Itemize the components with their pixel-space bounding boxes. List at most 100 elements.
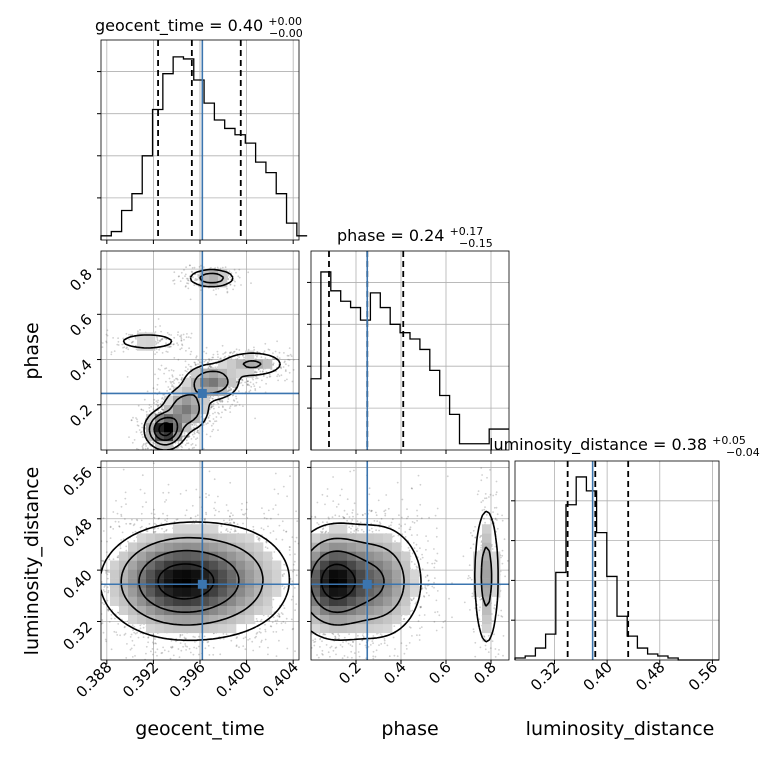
sample-point — [257, 368, 260, 371]
sample-point — [256, 355, 258, 358]
sample-point — [212, 412, 214, 415]
sample-point — [270, 368, 273, 371]
sample-point — [255, 381, 258, 384]
density-cell — [191, 404, 201, 415]
sample-point — [230, 388, 232, 391]
sample-point — [223, 408, 226, 411]
sample-point — [171, 375, 174, 378]
sample-point — [113, 350, 116, 352]
sample-point — [278, 357, 281, 359]
sample-point — [258, 538, 260, 540]
density-cell — [182, 395, 192, 405]
sample-point — [214, 501, 216, 504]
sample-point — [287, 354, 290, 357]
sample-point — [235, 645, 238, 648]
sample-point — [184, 645, 187, 647]
sample-point — [236, 401, 239, 403]
density-cell — [146, 341, 156, 351]
sample-point — [158, 665, 160, 667]
sample-point — [259, 538, 261, 540]
sample-point — [273, 488, 276, 491]
sample-point — [301, 369, 303, 371]
sample-point — [195, 488, 198, 491]
sample-point — [171, 381, 174, 383]
sample-point — [202, 266, 205, 268]
sample-point — [209, 365, 212, 368]
sample-point — [157, 341, 160, 344]
sample-point — [242, 645, 245, 647]
sample-point — [124, 625, 126, 628]
sample-point — [161, 651, 164, 654]
sample-point — [113, 630, 116, 633]
sample-point — [140, 512, 143, 515]
sample-point — [89, 341, 91, 343]
sample-point — [173, 357, 176, 359]
sample-point — [293, 587, 296, 589]
sample-point — [186, 456, 188, 458]
sample-point — [172, 279, 175, 282]
sample-point — [145, 652, 147, 655]
sample-point — [232, 288, 235, 291]
density-cell — [200, 377, 210, 387]
sample-point — [185, 434, 187, 437]
sample-point — [95, 561, 97, 563]
sample-point — [190, 270, 193, 273]
sample-point — [163, 372, 166, 375]
sample-point — [282, 485, 285, 488]
sample-point — [254, 636, 256, 639]
sample-point — [236, 523, 239, 526]
sample-point — [242, 354, 245, 357]
sample-point — [274, 350, 277, 353]
sample-point — [159, 369, 162, 371]
sample-point — [208, 365, 211, 367]
sample-point — [185, 489, 188, 492]
sample-point — [170, 369, 173, 371]
sample-point — [188, 647, 191, 650]
density-cell — [263, 359, 273, 369]
density-cell — [164, 395, 174, 405]
sample-point — [220, 531, 223, 534]
sample-point — [152, 387, 155, 390]
sample-point — [264, 342, 267, 345]
sample-point — [247, 384, 249, 386]
sample-point — [102, 589, 105, 591]
sample-point — [161, 396, 164, 399]
sample-point — [199, 367, 202, 369]
sample-point — [181, 446, 184, 449]
sample-point — [210, 366, 212, 369]
sample-point — [172, 343, 175, 346]
sample-point — [89, 607, 91, 609]
sample-point — [183, 269, 185, 271]
sample-point — [123, 346, 126, 349]
sample-point — [276, 614, 279, 617]
sample-point — [230, 388, 233, 390]
sample-point — [250, 385, 253, 388]
sample-point — [228, 389, 231, 392]
sample-point — [131, 341, 134, 343]
sample-point — [210, 358, 213, 361]
sample-point — [267, 348, 270, 351]
sample-point — [185, 349, 187, 352]
sample-point — [261, 370, 264, 373]
sample-point — [229, 515, 231, 518]
sample-point — [198, 496, 201, 499]
sample-point — [177, 451, 179, 453]
sample-point — [101, 346, 104, 348]
sample-point — [230, 639, 233, 642]
sample-point — [230, 357, 233, 360]
sample-point — [176, 342, 179, 345]
sample-point — [247, 348, 250, 351]
sample-point — [145, 501, 148, 504]
sample-point — [304, 359, 306, 361]
sample-point — [169, 345, 171, 348]
sample-point — [286, 378, 288, 381]
sample-point — [137, 330, 139, 333]
sample-point — [252, 378, 255, 381]
sample-point — [230, 518, 233, 521]
sample-point — [304, 637, 306, 639]
sample-point — [283, 361, 286, 364]
sample-point — [177, 441, 180, 443]
density-cell — [227, 368, 237, 378]
sample-point — [117, 340, 120, 343]
sample-point — [280, 374, 283, 377]
